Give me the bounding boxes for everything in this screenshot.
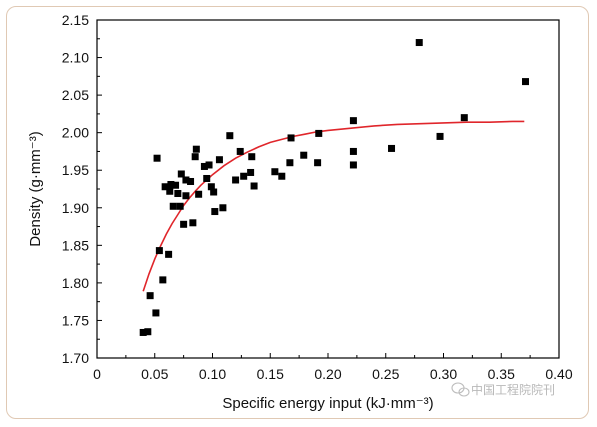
x-tick-label: 0.10 bbox=[199, 366, 226, 382]
fit-curve bbox=[142, 120, 525, 292]
x-axis-title: Specific energy input (kJ·mm⁻³) bbox=[222, 395, 433, 412]
y-tick-label: 2.10 bbox=[62, 50, 89, 66]
data-point bbox=[315, 129, 323, 137]
data-point bbox=[250, 182, 258, 190]
data-point bbox=[388, 144, 396, 152]
y-tick-label: 2.05 bbox=[62, 87, 89, 103]
data-point bbox=[177, 170, 185, 178]
y-tick-label: 2.00 bbox=[62, 125, 89, 141]
data-points bbox=[139, 39, 530, 336]
data-point bbox=[248, 153, 256, 161]
data-point bbox=[139, 328, 147, 336]
data-point bbox=[169, 202, 177, 210]
data-point bbox=[415, 39, 423, 47]
data-point bbox=[232, 176, 240, 184]
data-point bbox=[271, 168, 279, 176]
x-tick-label: 0.30 bbox=[430, 366, 457, 382]
y-tick-label: 1.75 bbox=[62, 312, 89, 328]
y-tick-label: 1.90 bbox=[62, 200, 89, 216]
data-point bbox=[436, 132, 444, 140]
data-point bbox=[159, 276, 167, 284]
x-tick-label: 0.20 bbox=[314, 366, 341, 382]
data-point bbox=[144, 328, 152, 336]
x-tick-label: 0 bbox=[93, 366, 101, 382]
data-point bbox=[278, 172, 286, 180]
data-point bbox=[226, 132, 234, 140]
data-point bbox=[192, 145, 200, 153]
data-point bbox=[165, 250, 173, 258]
data-point bbox=[200, 162, 208, 170]
data-point bbox=[205, 161, 213, 169]
data-point bbox=[203, 174, 211, 182]
data-point bbox=[349, 161, 357, 169]
axis-ticks: 0 0.05 0.10 0.15 0.20 0.25 0.30 0.35 0.40 1.70 1.7… bbox=[62, 12, 573, 382]
data-point bbox=[166, 187, 174, 195]
data-point bbox=[182, 192, 190, 200]
data-point bbox=[349, 117, 357, 125]
data-point bbox=[522, 78, 530, 86]
data-point bbox=[161, 183, 169, 191]
data-point bbox=[155, 247, 163, 255]
y-tick-label: 1.85 bbox=[62, 237, 89, 253]
data-point bbox=[172, 181, 180, 189]
data-point bbox=[219, 204, 227, 212]
data-point bbox=[215, 156, 223, 164]
data-point bbox=[236, 147, 244, 155]
data-point bbox=[460, 114, 468, 122]
y-tick-label: 2.15 bbox=[62, 12, 89, 28]
data-point bbox=[153, 154, 161, 162]
data-point bbox=[349, 147, 357, 155]
x-tick-label: 0.35 bbox=[488, 366, 515, 382]
data-point bbox=[286, 159, 294, 167]
y-axis-title: Density (g·mm⁻³) bbox=[27, 131, 44, 246]
x-tick-label: 0.15 bbox=[257, 366, 284, 382]
data-point bbox=[300, 151, 308, 159]
data-point bbox=[314, 159, 322, 167]
watermark-text: 中国工程院院刊 bbox=[471, 382, 555, 397]
x-tick-label: 0.25 bbox=[372, 366, 399, 382]
x-tick-label: 0.40 bbox=[545, 366, 572, 382]
watermark: 中国工程院院刊 bbox=[451, 382, 555, 397]
chart-frame bbox=[6, 6, 589, 419]
data-point bbox=[195, 190, 203, 198]
data-point bbox=[187, 177, 195, 185]
y-tick-label: 1.70 bbox=[62, 350, 89, 366]
fit-curve-group bbox=[142, 120, 525, 292]
data-point bbox=[189, 219, 197, 227]
y-tick-label: 1.80 bbox=[62, 275, 89, 291]
data-point bbox=[207, 183, 215, 191]
data-point bbox=[211, 208, 219, 216]
data-point bbox=[152, 309, 160, 317]
data-point bbox=[174, 190, 182, 198]
data-point bbox=[146, 292, 154, 300]
data-point bbox=[176, 202, 184, 210]
data-point bbox=[247, 168, 255, 176]
x-tick-label: 0.05 bbox=[141, 366, 168, 382]
data-point bbox=[210, 188, 218, 196]
data-point bbox=[167, 180, 175, 188]
wechat-icon bbox=[451, 382, 470, 397]
data-point bbox=[180, 220, 188, 228]
y-tick-label: 1.95 bbox=[62, 162, 89, 178]
data-point bbox=[182, 176, 190, 184]
data-point bbox=[287, 134, 295, 142]
data-point bbox=[191, 153, 199, 161]
data-point bbox=[240, 172, 248, 180]
